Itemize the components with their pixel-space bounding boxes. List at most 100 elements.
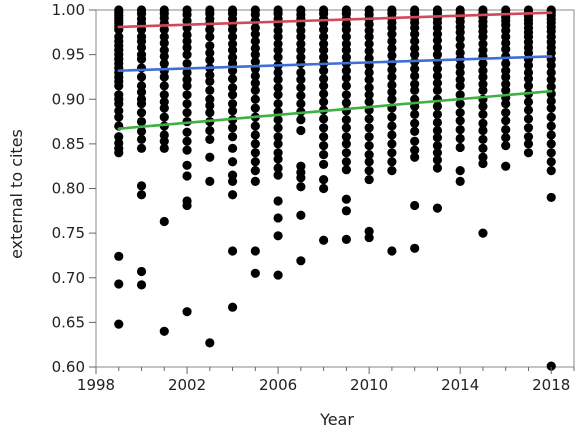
data-point [114, 112, 124, 122]
data-point [205, 108, 215, 118]
data-point [159, 216, 169, 227]
data-point [319, 174, 329, 185]
data-point [410, 126, 420, 136]
data-point [136, 266, 147, 277]
data-point [205, 100, 215, 111]
data-point [387, 29, 397, 39]
data-point [432, 117, 443, 128]
data-point [341, 165, 351, 175]
data-point [227, 45, 238, 55]
data-point [364, 166, 374, 176]
data-point [387, 87, 397, 97]
data-point [478, 109, 488, 120]
data-point [546, 148, 556, 158]
data-point [341, 139, 351, 149]
data-point [159, 58, 169, 69]
data-point [319, 183, 329, 194]
data-point [410, 109, 420, 120]
data-point [182, 200, 192, 211]
data-point [296, 210, 306, 220]
data-point [296, 125, 306, 136]
x-tick-label: 2014 [441, 376, 479, 394]
data-point [478, 143, 488, 153]
data-point [319, 132, 329, 142]
data-point [273, 123, 283, 133]
data-point [364, 67, 374, 78]
data-point [296, 99, 306, 109]
data-point [432, 64, 443, 74]
data-point [319, 97, 329, 107]
data-point [136, 99, 147, 109]
data-point [273, 213, 283, 223]
data-point [546, 166, 556, 176]
data-point [410, 152, 420, 162]
data-point [319, 141, 329, 151]
data-point [250, 268, 260, 278]
data-point [364, 174, 374, 185]
data-point [159, 90, 169, 100]
data-point [455, 67, 465, 78]
data-point [319, 149, 329, 160]
data-point [387, 43, 397, 53]
data-point [478, 32, 488, 42]
data-point [523, 105, 534, 115]
data-point [114, 251, 124, 261]
data-point [546, 192, 556, 203]
data-point [296, 256, 306, 266]
y-tick-label: 0.70 [52, 269, 85, 287]
data-point [341, 90, 351, 100]
data-point [273, 231, 283, 241]
data-point [501, 133, 511, 143]
data-point [182, 42, 192, 53]
data-point [523, 148, 534, 158]
data-point [182, 81, 192, 91]
data-point [273, 170, 283, 180]
trend-layer [117, 11, 553, 131]
data-point [341, 123, 351, 133]
data-point [273, 83, 283, 93]
data-point [136, 42, 147, 53]
trend-line [117, 55, 553, 72]
data-point [205, 338, 215, 348]
data-point [250, 29, 260, 39]
x-axis: 1998 2002 2006 2010 2014 2018 [77, 367, 575, 394]
data-point [432, 203, 443, 213]
data-point [341, 66, 351, 76]
data-point [250, 139, 260, 149]
data-point [273, 139, 283, 149]
data-point [478, 228, 488, 238]
data-point [341, 157, 351, 167]
data-point [250, 157, 260, 167]
data-point [182, 90, 192, 100]
data-point [227, 83, 238, 93]
data-point [227, 32, 238, 42]
y-tick-label: 0.80 [52, 180, 85, 198]
data-point [205, 152, 215, 162]
data-point [546, 139, 556, 149]
data-point [410, 94, 420, 104]
data-point [501, 161, 511, 171]
data-point [546, 60, 556, 70]
data-point [227, 246, 238, 256]
data-point [319, 25, 329, 35]
data-point [273, 67, 283, 78]
data-point [410, 36, 420, 46]
points-layer [114, 5, 556, 371]
data-point [364, 132, 374, 142]
data-point [387, 130, 397, 140]
data-point [159, 143, 169, 153]
data-point [319, 66, 329, 76]
data-point [501, 58, 511, 69]
data-point [227, 176, 238, 186]
data-point [250, 176, 260, 186]
data-point [114, 319, 124, 329]
data-point [432, 42, 443, 53]
data-point [250, 85, 260, 95]
data-point [296, 45, 306, 55]
data-point [136, 143, 147, 153]
data-point [455, 116, 465, 126]
data-point [432, 85, 443, 95]
data-point [455, 142, 465, 153]
data-point [364, 75, 374, 85]
